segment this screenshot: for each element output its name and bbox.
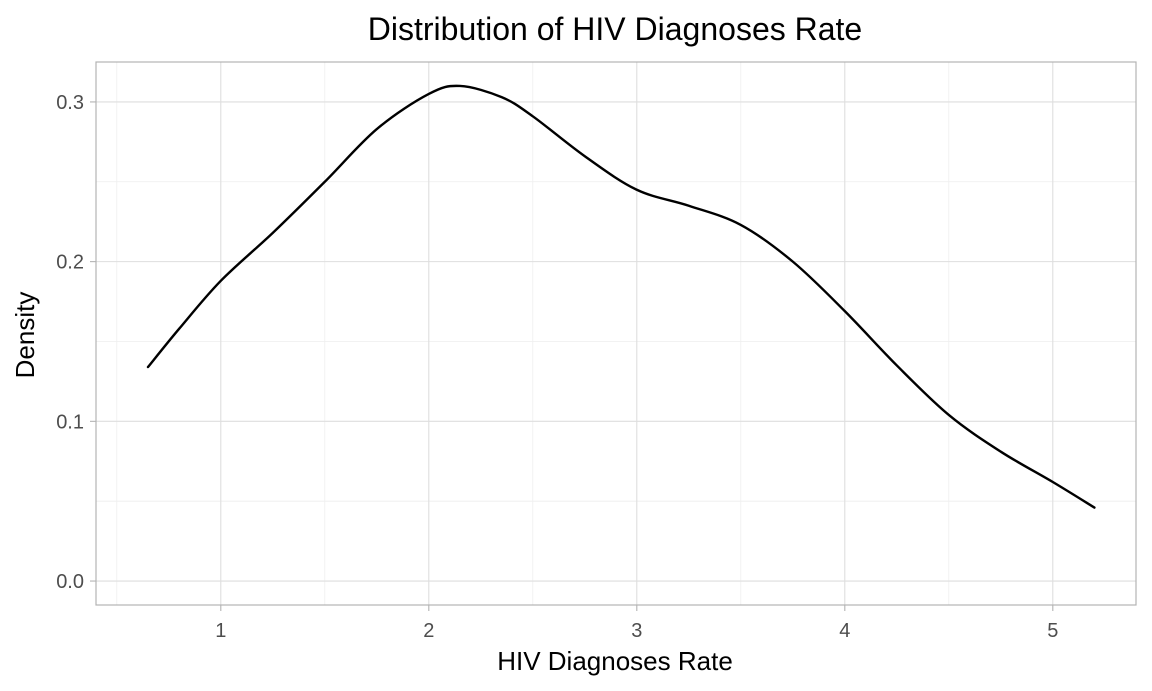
plot-panel-border [95,61,1137,606]
x-tick-label: 4 [839,620,850,642]
y-tick-label: 0.1 [56,411,84,433]
x-tick-label: 3 [631,620,642,642]
axis-tick-labels: 1 2 3 4 5 0.0 0.1 0.2 0.3 [56,92,1058,642]
x-tick-label: 5 [1047,620,1058,642]
density-curve [146,84,1096,509]
y-tick-label: 0.3 [56,92,84,114]
x-tick-label: 2 [423,620,434,642]
axis-ticks [90,101,1054,611]
y-tick-label: 0.0 [56,571,84,593]
x-tick-label: 1 [215,620,226,642]
x-axis-title: HIV Diagnoses Rate [497,646,733,676]
chart-title: Distribution of HIV Diagnoses Rate [368,11,862,47]
grid [96,62,1136,605]
y-tick-label: 0.2 [56,252,84,274]
y-axis-title: Density [10,292,40,379]
